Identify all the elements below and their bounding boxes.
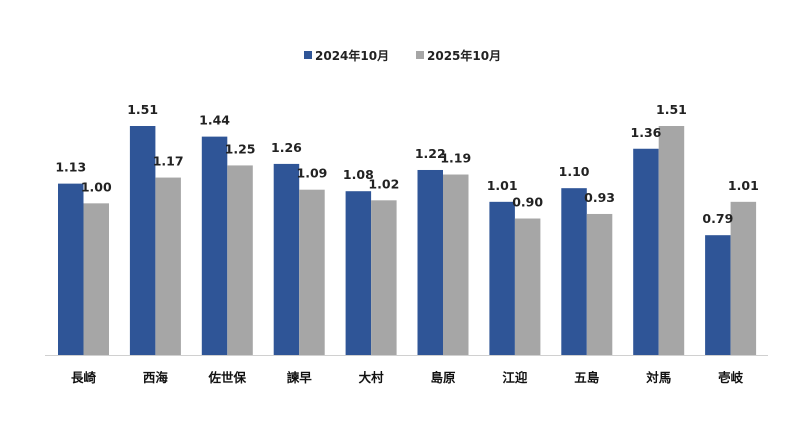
legend: 2024年10月 2025年10月 bbox=[304, 48, 501, 63]
value-label-1-8: 1.10 bbox=[559, 164, 590, 179]
bar-1-4 bbox=[273, 163, 300, 355]
value-label-1-5: 1.08 bbox=[343, 167, 374, 182]
category-label-10: 壱岐 bbox=[718, 370, 744, 385]
category-label-5: 大村 bbox=[359, 370, 385, 385]
value-label-1-2: 1.51 bbox=[127, 102, 158, 117]
value-label-2-6: 1.19 bbox=[440, 151, 471, 166]
value-label-2-8: 0.93 bbox=[584, 190, 615, 205]
bar-2-6 bbox=[443, 174, 469, 355]
category-labels-group: 長崎 西海 佐世保 諫早 大村 島原 江迎 五島 対馬 壱岐 bbox=[71, 370, 744, 385]
bar-1-8 bbox=[561, 188, 587, 355]
legend-swatch-1 bbox=[304, 51, 312, 59]
category-label-4: 諫早 bbox=[287, 370, 313, 385]
category-label-1: 長崎 bbox=[71, 370, 97, 385]
value-labels-group: 1.13 1.00 1.51 1.17 1.44 1.25 1.26 1.09 1.081.02… bbox=[55, 102, 758, 226]
legend-label-1: 2024年10月 bbox=[315, 48, 389, 63]
bar-1-7 bbox=[489, 201, 515, 355]
value-label-2-7: 0.90 bbox=[512, 195, 543, 210]
value-label-2-10: 1.01 bbox=[728, 178, 759, 193]
bar-2-2 bbox=[155, 177, 181, 355]
legend-swatch-2 bbox=[416, 51, 424, 59]
bar-2-1 bbox=[83, 203, 109, 355]
value-label-2-4: 1.09 bbox=[297, 166, 328, 181]
value-label-1-3: 1.44 bbox=[199, 113, 230, 128]
bar-2-4 bbox=[299, 189, 325, 355]
bar-1-3 bbox=[201, 136, 228, 355]
bar-2-8 bbox=[586, 213, 613, 355]
value-label-1-10: 0.79 bbox=[702, 211, 733, 226]
bar-2-5 bbox=[371, 200, 397, 355]
bars-group bbox=[58, 126, 757, 355]
category-label-6: 島原 bbox=[430, 370, 456, 385]
category-label-2: 西海 bbox=[143, 370, 169, 385]
value-label-2-2: 1.17 bbox=[153, 154, 184, 169]
bar-1-1 bbox=[58, 183, 84, 355]
value-label-1-9: 1.36 bbox=[631, 125, 662, 140]
bar-1-6 bbox=[417, 169, 443, 355]
bar-2-9 bbox=[658, 126, 685, 355]
value-label-2-1: 1.00 bbox=[81, 179, 112, 194]
bar-2-10 bbox=[730, 201, 757, 355]
bar-1-5 bbox=[345, 191, 372, 355]
category-label-3: 佐世保 bbox=[208, 370, 247, 385]
bar-2-3 bbox=[227, 165, 253, 355]
value-label-1-6: 1.22 bbox=[415, 146, 446, 161]
legend-label-2: 2025年10月 bbox=[427, 48, 501, 63]
value-label-1-7: 1.01 bbox=[487, 178, 518, 193]
value-label-1-1: 1.13 bbox=[55, 160, 86, 175]
value-label-2-3: 1.25 bbox=[225, 141, 256, 156]
bar-1-2 bbox=[129, 126, 156, 355]
value-label-2-9: 1.51 bbox=[656, 102, 687, 117]
bar-2-7 bbox=[514, 218, 541, 355]
value-label-2-5: 1.02 bbox=[368, 176, 399, 191]
bar-1-10 bbox=[705, 235, 731, 355]
category-label-7: 江迎 bbox=[502, 370, 528, 385]
category-label-9: 対馬 bbox=[645, 370, 671, 385]
category-label-8: 五島 bbox=[574, 370, 600, 385]
bar-1-9 bbox=[633, 148, 659, 355]
value-label-1-4: 1.26 bbox=[271, 140, 302, 155]
